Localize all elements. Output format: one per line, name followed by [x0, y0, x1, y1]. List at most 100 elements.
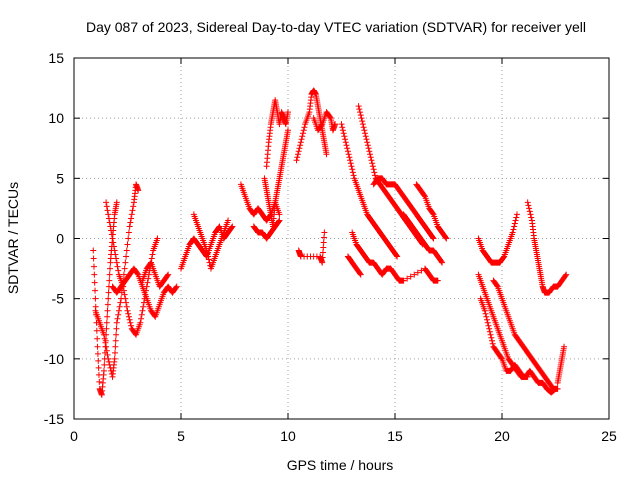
data-point [430, 235, 437, 242]
data-point [111, 355, 118, 362]
series-arc-afternoon-1 [338, 121, 401, 260]
data-point [421, 192, 428, 199]
data-point [151, 312, 158, 319]
grid [74, 58, 609, 419]
data-point [128, 322, 135, 329]
data-point [486, 325, 493, 332]
data-point [362, 133, 369, 140]
data-point [93, 327, 100, 334]
data-point [342, 139, 349, 146]
data-point [117, 299, 124, 306]
data-point [294, 151, 301, 158]
data-point [138, 315, 145, 322]
x-tick-label: 10 [280, 428, 296, 444]
data-point [108, 227, 115, 234]
data-point [320, 244, 327, 251]
data-point [319, 254, 326, 261]
data-point [434, 277, 441, 284]
data-point [341, 133, 348, 140]
data-point [165, 271, 172, 278]
data-point [90, 263, 97, 270]
data-point [123, 247, 130, 254]
data-point [173, 284, 180, 291]
data-point [205, 256, 212, 263]
data-point [113, 255, 120, 262]
data-point [129, 207, 136, 214]
data-point [346, 154, 353, 161]
data-point [137, 319, 144, 326]
y-axis-ticks: -15 -10 -5 0 5 10 15 [44, 50, 609, 427]
data-point [357, 270, 364, 277]
data-point [121, 265, 128, 272]
series-arc-afternoon-6 [349, 229, 441, 284]
data-point [204, 250, 211, 257]
data-point [363, 136, 370, 143]
data-point [92, 295, 99, 302]
data-point [318, 122, 325, 129]
data-point [225, 217, 232, 224]
data-point [443, 235, 450, 242]
data-point [372, 172, 379, 179]
data-point [513, 211, 520, 218]
data-point [488, 334, 495, 341]
data-point [112, 343, 119, 350]
data-point [95, 364, 102, 371]
series-arc-evening-4 [490, 277, 561, 392]
data-point [404, 275, 411, 282]
data-points [90, 87, 570, 398]
data-point [106, 219, 113, 226]
data-point [485, 322, 492, 329]
data-point [394, 253, 401, 260]
data-point [359, 118, 366, 125]
data-point [361, 127, 368, 134]
data-point [365, 145, 372, 152]
data-point [104, 351, 111, 358]
series-arc-early-5 [139, 259, 172, 290]
data-point [105, 358, 112, 365]
data-point [327, 114, 334, 121]
y-tick-label: -10 [44, 351, 64, 367]
data-point [147, 260, 154, 267]
data-point [127, 319, 134, 326]
data-point [371, 169, 378, 176]
data-point [110, 239, 117, 246]
data-point [111, 247, 118, 254]
data-point [347, 157, 354, 164]
data-point [347, 160, 354, 167]
data-point [140, 303, 147, 310]
data-point [94, 335, 101, 342]
data-point [113, 199, 120, 206]
data-point [112, 337, 119, 344]
data-point [125, 229, 132, 236]
data-point [296, 145, 303, 152]
data-point [295, 148, 302, 155]
series-arc-evening-1 [475, 211, 520, 266]
data-point [411, 271, 418, 278]
data-point [500, 254, 507, 261]
data-point [297, 139, 304, 146]
data-point [91, 279, 98, 286]
data-point [342, 136, 349, 143]
chart-title: Day 087 of 2023, Sidereal Day-to-day VTE… [86, 19, 586, 35]
data-point [108, 231, 115, 238]
y-tick-label: 10 [48, 110, 64, 126]
data-point [525, 202, 532, 209]
y-tick-label: 5 [56, 170, 64, 186]
data-point [357, 112, 364, 119]
data-point [103, 347, 110, 354]
data-point [113, 259, 120, 266]
data-point [121, 291, 128, 298]
data-point [350, 172, 357, 179]
data-point [301, 124, 308, 131]
data-point [90, 247, 97, 254]
data-point [102, 339, 109, 346]
data-point [124, 307, 131, 314]
data-point [127, 219, 134, 226]
series-arc-noon-2 [310, 109, 339, 134]
data-point [512, 217, 519, 224]
data-point [294, 154, 301, 161]
data-point [103, 199, 110, 206]
data-point [511, 220, 518, 227]
data-point [368, 157, 375, 164]
data-point [481, 307, 488, 314]
